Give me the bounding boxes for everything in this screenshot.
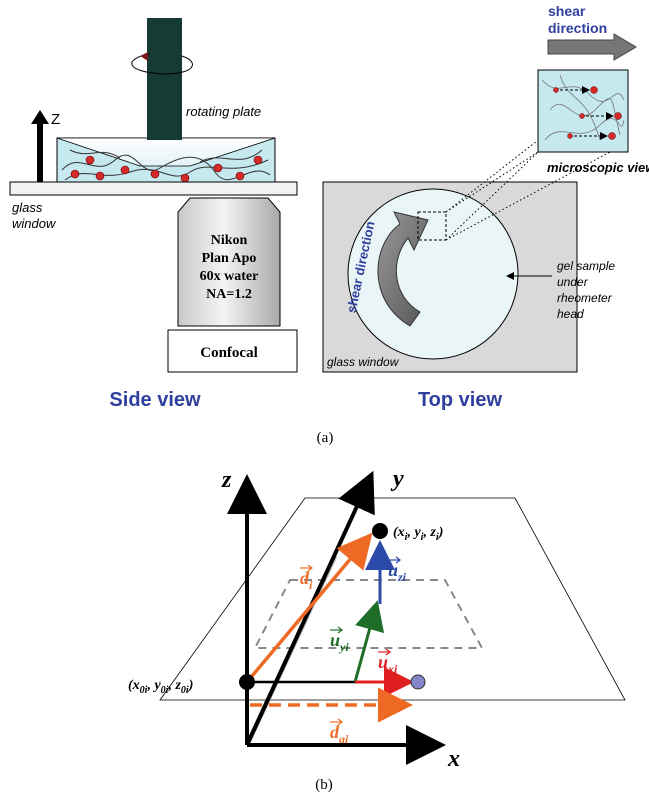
- glass-window: [9, 181, 298, 196]
- projection-parallelogram: [253, 579, 484, 649]
- vector-label: uzi: [388, 560, 407, 584]
- text-line: direction: [548, 20, 607, 36]
- point-i-label: (xi, yi, zi): [393, 525, 443, 543]
- micro-particles: [553, 86, 622, 140]
- vector-label: uxi: [378, 652, 398, 676]
- subscript: i: [421, 532, 424, 543]
- shear-direction-label: shear direction: [548, 3, 607, 36]
- text-line: Nikon: [211, 233, 248, 248]
- text-line: 60x water: [200, 269, 259, 284]
- gel-sample-circle: [347, 188, 519, 360]
- shear-curved-arrow: [377, 211, 429, 327]
- particles: [70, 155, 263, 183]
- vector-label: uyi: [330, 630, 349, 654]
- text-part: (x: [128, 678, 140, 693]
- polymers: [61, 149, 271, 181]
- vector-symbol: d: [300, 568, 310, 588]
- vector-overarrow-head: [337, 626, 343, 634]
- vector-overarrow-head: [385, 648, 391, 656]
- vector-overarrow-head: [307, 564, 313, 572]
- text-part: (x: [393, 525, 405, 540]
- vector-label: di: [300, 568, 313, 592]
- text-line: gel sample: [557, 259, 615, 273]
- rotating-shaft: [147, 18, 182, 140]
- text-part: , z: [422, 525, 436, 540]
- microscopic-view-label: microscopic view: [547, 160, 649, 175]
- vector-u-yi: [353, 600, 385, 683]
- text-line: Plan Apo: [202, 251, 257, 266]
- top-glass-window-label: glass window: [327, 355, 400, 369]
- text-line: head: [557, 307, 584, 321]
- vector-symbol: d: [330, 722, 340, 742]
- vector-symbol: u: [330, 630, 340, 650]
- side-view-caption: Side view: [109, 389, 201, 411]
- rotation-arrowhead: [140, 52, 148, 61]
- vector-d-i: [245, 532, 373, 684]
- top-view-caption: Top view: [418, 389, 503, 411]
- vector-subscript: i: [309, 578, 313, 592]
- objective-label: Nikon Plan Apo 60x water NA=1.2: [200, 233, 259, 302]
- vector-subscript: ai: [339, 732, 349, 746]
- subscript: i: [436, 532, 439, 543]
- rotating-plate-label: rotating plate: [186, 104, 261, 119]
- text-part: , y: [146, 678, 161, 693]
- text-part: ): [437, 525, 444, 540]
- text-line: rheometer: [557, 291, 613, 305]
- text-line: shear: [548, 3, 586, 19]
- vector-subscript: zi: [397, 570, 407, 584]
- gel-sample-label: gel sample under rheometer head: [557, 259, 615, 321]
- view-region: [417, 211, 447, 241]
- text-line: glass: [12, 200, 43, 215]
- text-part: ): [187, 678, 194, 693]
- subscript: 0i: [181, 685, 189, 696]
- x-axis-label: x: [447, 746, 460, 772]
- text-part: , y: [406, 525, 421, 540]
- panel-b-label: (b): [315, 777, 333, 793]
- confocal-box: [167, 329, 298, 373]
- subscript: i: [405, 532, 408, 543]
- text-line: under: [557, 275, 589, 289]
- vector-overarrow-head: [395, 556, 401, 564]
- shear-arrow: [547, 33, 637, 61]
- rotation-arrow: [131, 53, 193, 75]
- vector-label: dai: [330, 722, 349, 746]
- glass-window-label: glass window: [12, 200, 57, 231]
- cone: [56, 137, 276, 167]
- text-line: NA=1.2: [206, 287, 252, 302]
- z-arrowhead: [31, 110, 49, 124]
- panel-a-label: (a): [317, 430, 334, 446]
- projected-point: [410, 674, 426, 690]
- point-0i: [239, 674, 255, 690]
- point-0i-label: (x0i, y0i, z0i): [128, 678, 193, 696]
- y-axis-label: y: [390, 466, 404, 492]
- point-i: [372, 523, 388, 539]
- confocal-label: Confocal: [200, 345, 258, 361]
- vector-symbol: u: [388, 560, 398, 580]
- subscript: 0i: [140, 685, 148, 696]
- vector-subscript: yi: [338, 640, 349, 654]
- vector-overarrow-head: [337, 718, 343, 726]
- z-label: Z: [51, 111, 60, 128]
- z-axis-label: z: [221, 467, 232, 493]
- text-line: window: [12, 216, 57, 231]
- objective: [177, 197, 281, 327]
- subscript: 0i: [161, 685, 169, 696]
- text-part: , z: [167, 678, 181, 693]
- vector-symbol: u: [378, 652, 388, 672]
- vector-subscript: xi: [387, 662, 398, 676]
